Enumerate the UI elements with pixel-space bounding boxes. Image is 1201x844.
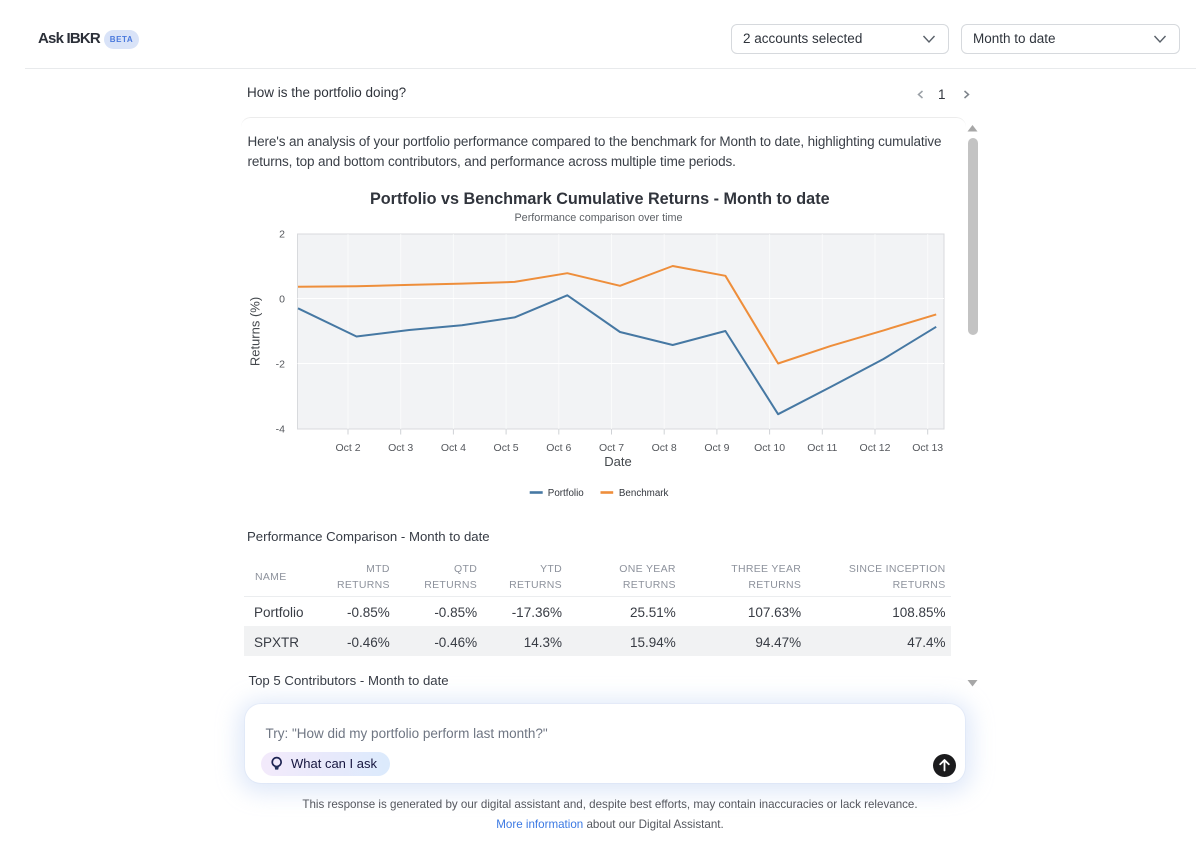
svg-text:Oct 6: Oct 6 <box>546 442 571 454</box>
svg-text:Oct 10: Oct 10 <box>754 442 785 454</box>
svg-text:Oct 13: Oct 13 <box>912 442 943 454</box>
svg-text:Portfolio vs Benchmark Cumulat: Portfolio vs Benchmark Cumulative Return… <box>369 190 829 208</box>
svg-text:Oct 8: Oct 8 <box>651 442 676 454</box>
svg-text:-2: -2 <box>275 359 284 371</box>
svg-text:Oct 11: Oct 11 <box>807 442 837 454</box>
svg-text:Oct 12: Oct 12 <box>859 442 890 454</box>
svg-text:Oct 9: Oct 9 <box>704 442 729 454</box>
svg-text:Benchmark: Benchmark <box>618 488 668 499</box>
svg-text:0: 0 <box>279 294 285 306</box>
svg-text:Oct 2: Oct 2 <box>335 442 360 454</box>
svg-text:Oct 7: Oct 7 <box>598 442 623 454</box>
svg-text:Date: Date <box>604 454 631 469</box>
svg-text:2: 2 <box>279 229 285 241</box>
svg-text:Oct 4: Oct 4 <box>440 442 465 454</box>
svg-text:Oct 5: Oct 5 <box>493 442 518 454</box>
svg-text:-4: -4 <box>275 424 284 436</box>
svg-text:Returns (%): Returns (%) <box>247 297 262 366</box>
svg-text:Oct 3: Oct 3 <box>388 442 413 454</box>
svg-text:Performance comparison over ti: Performance comparison over time <box>514 212 682 224</box>
svg-text:Portfolio: Portfolio <box>547 488 583 499</box>
